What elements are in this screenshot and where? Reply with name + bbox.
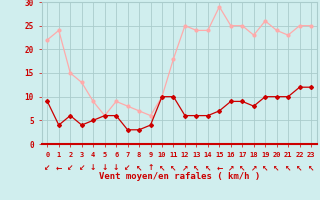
Text: ↙: ↙ [67, 163, 74, 172]
Text: ↖: ↖ [159, 163, 165, 172]
Text: ↓: ↓ [113, 163, 119, 172]
Text: ↖: ↖ [193, 163, 200, 172]
X-axis label: Vent moyen/en rafales ( km/h ): Vent moyen/en rafales ( km/h ) [99, 172, 260, 181]
Text: ↗: ↗ [182, 163, 188, 172]
Text: ↖: ↖ [274, 163, 280, 172]
Text: ↗: ↗ [228, 163, 234, 172]
Text: ↑: ↑ [147, 163, 154, 172]
Text: ↖: ↖ [136, 163, 142, 172]
Text: ↙: ↙ [44, 163, 51, 172]
Text: ↖: ↖ [262, 163, 268, 172]
Text: ↙: ↙ [78, 163, 85, 172]
Text: ↓: ↓ [101, 163, 108, 172]
Text: ←: ← [56, 163, 62, 172]
Text: ↖: ↖ [308, 163, 314, 172]
Text: ↖: ↖ [296, 163, 303, 172]
Text: ↗: ↗ [251, 163, 257, 172]
Text: ↖: ↖ [205, 163, 211, 172]
Text: ↖: ↖ [239, 163, 245, 172]
Text: ↖: ↖ [285, 163, 291, 172]
Text: ↖: ↖ [170, 163, 177, 172]
Text: ↙: ↙ [124, 163, 131, 172]
Text: ←: ← [216, 163, 222, 172]
Text: ↓: ↓ [90, 163, 96, 172]
